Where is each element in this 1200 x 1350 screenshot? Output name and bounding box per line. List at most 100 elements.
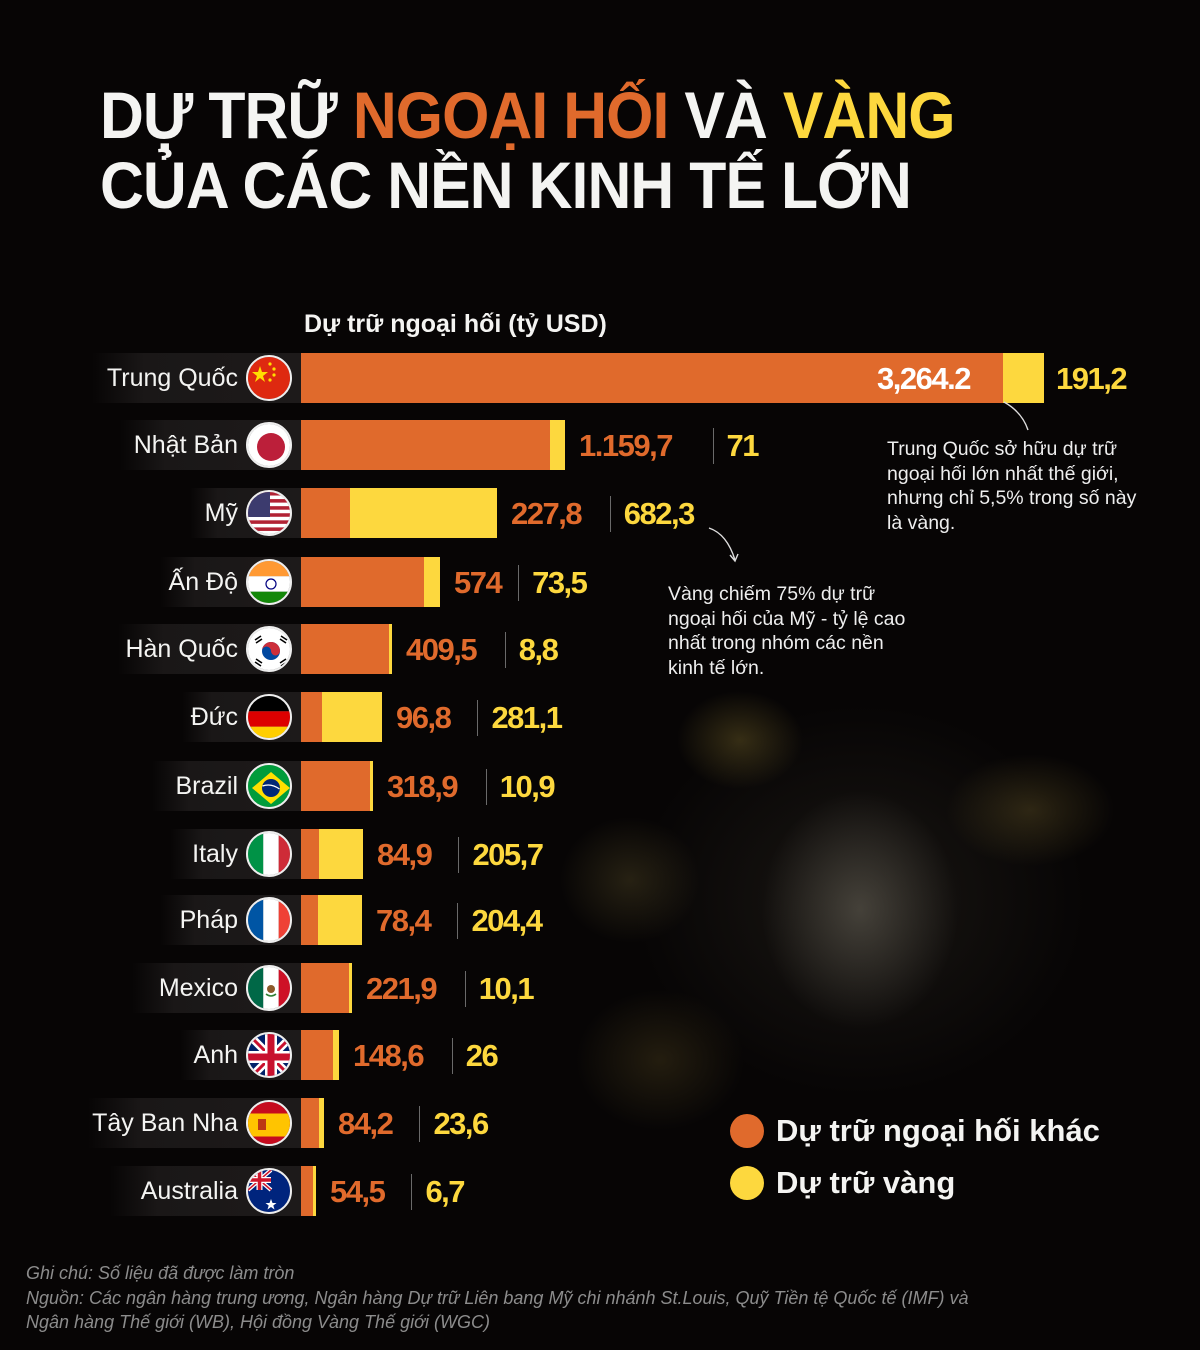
legend-item-forex: Dự trữ ngoại hối khác <box>730 1105 1100 1157</box>
value-forex: 409,5 <box>406 632 478 667</box>
country-label: Đức <box>190 703 238 731</box>
country-label: Trung Quốc <box>106 364 238 392</box>
bar-segment-forex <box>301 761 370 811</box>
chart-row: Anh 148,6 26 <box>0 1030 1200 1080</box>
value-forex: 574 <box>454 565 503 600</box>
bar-segment-gold <box>322 692 382 742</box>
country-label: Mexico <box>158 974 238 1002</box>
value-separator <box>458 837 460 873</box>
bar-segment-forex <box>301 1030 333 1080</box>
annotation-usa: Vàng chiếm 75% dự trữ ngoại hối của Mỹ -… <box>668 583 906 679</box>
value-forex: 84,9 <box>377 837 433 872</box>
bar-segment-forex <box>301 353 1003 403</box>
value-forex: 84,2 <box>338 1106 394 1141</box>
legend-dot-yellow-icon <box>730 1166 764 1200</box>
footer-note: Ghi chú: Số liệu đã được làm tròn <box>26 1263 295 1283</box>
chart-row: Ấn Độ 574 73,5 <box>0 557 1200 607</box>
bar-segment-gold <box>424 557 440 607</box>
bar-segment-gold <box>370 761 373 811</box>
value-gold: 10,1 <box>478 971 535 1006</box>
bar-segment-forex <box>301 1166 313 1216</box>
flag-india-icon <box>246 559 292 605</box>
chart-legend: Dự trữ ngoại hối khác Dự trữ vàng <box>730 1105 1100 1209</box>
chart-row: Hàn Quốc 409,5 8,8 <box>0 624 1200 674</box>
value-separator <box>419 1106 421 1142</box>
value-forex: 148,6 <box>353 1038 425 1073</box>
chart-row: Italy 84,9 205,7 <box>0 829 1200 879</box>
bar-segment-gold <box>1003 353 1044 403</box>
bar-segment-gold <box>350 488 497 538</box>
value-separator <box>464 971 466 1007</box>
bar-segment-gold <box>319 829 363 879</box>
annotation-arrow-usa <box>708 527 739 563</box>
value-gold: 26 <box>465 1038 499 1073</box>
country-label: Pháp <box>179 906 238 934</box>
country-label: Nhật Bản <box>133 431 238 459</box>
chart-row: Mỹ 227,8 682,3 <box>0 488 1200 538</box>
value-separator <box>411 1174 413 1210</box>
annotation-arrow-china <box>1003 401 1029 431</box>
footer-source-line-1: Nguồn: Các ngân hàng trung ương, Ngân hà… <box>26 1287 969 1308</box>
title-line-1: DỰ TRỮ NGOẠI HỐI VÀ VÀNG <box>100 78 956 152</box>
country-label: Hàn Quốc <box>125 635 238 663</box>
value-separator <box>485 769 487 805</box>
value-forex: 221,9 <box>366 971 438 1006</box>
bar-segment-gold <box>349 963 352 1013</box>
bar-segment-gold <box>319 1098 324 1148</box>
chart-row: Australia 54,5 6,7 <box>0 1166 1200 1216</box>
flag-usa-icon <box>246 490 292 536</box>
bar-segment-gold <box>313 1166 316 1216</box>
bar-segment-forex <box>301 624 389 674</box>
title-highlight-forex: NGOẠI HỐI <box>352 78 669 152</box>
background-photo-gold-dollar <box>560 640 1200 1140</box>
flag-germany-icon <box>246 694 292 740</box>
value-separator <box>504 632 506 668</box>
chart-row: Đức 96,8 281,1 <box>0 692 1200 742</box>
value-separator <box>518 565 520 601</box>
value-gold: 205,7 <box>472 837 544 872</box>
flag-france-icon <box>246 897 292 943</box>
flag-brazil-icon <box>246 763 292 809</box>
value-gold: 281,1 <box>491 700 563 735</box>
value-forex: 318,9 <box>387 769 459 804</box>
bar-segment-forex <box>301 557 424 607</box>
value-gold: 6,7 <box>425 1174 465 1209</box>
chart-row: Trung Quốc 3,264.2 191,2 <box>0 353 1200 403</box>
title-highlight-gold: VÀNG <box>782 78 956 152</box>
value-separator <box>609 496 611 532</box>
flag-australia-icon <box>246 1168 292 1214</box>
country-label: Tây Ban Nha <box>92 1109 238 1137</box>
value-separator <box>477 700 479 736</box>
bar-segment-forex <box>301 420 550 470</box>
flag-mexico-icon <box>246 965 292 1011</box>
value-separator <box>457 903 459 939</box>
chart-row: Brazil 318,9 10,9 <box>0 761 1200 811</box>
flag-uk-icon <box>246 1032 292 1078</box>
country-label: Mỹ <box>204 499 238 527</box>
chart-row: Nhật Bản 1.159,7 71 <box>0 420 1200 470</box>
chart-row: Tây Ban Nha 84,2 23,6 <box>0 1098 1200 1148</box>
flag-spain-icon <box>246 1100 292 1146</box>
value-forex: 96,8 <box>396 700 452 735</box>
flag-italy-icon <box>246 831 292 877</box>
value-gold: 8,8 <box>518 632 559 667</box>
bar-segment-gold <box>333 1030 339 1080</box>
legend-dot-orange-icon <box>730 1114 764 1148</box>
flag-korea-icon <box>246 626 292 672</box>
value-gold: 204,4 <box>471 903 543 938</box>
title-line-2: CỦA CÁC NỀN KINH TẾ LỚN <box>100 148 912 222</box>
value-gold: 191,2 <box>1056 361 1128 396</box>
page-title: DỰ TRỮ NGOẠI HỐI VÀ VÀNG CỦA CÁC NỀN KIN… <box>100 80 955 220</box>
value-forex: 1.159,7 <box>579 428 673 463</box>
country-label: Ấn Độ <box>168 568 238 596</box>
annotation-china: Trung Quốc sở hữu dự trữ ngoại hối lớn n… <box>887 438 1137 534</box>
chart-subtitle: Dự trữ ngoại hối (tỷ USD) <box>304 310 607 338</box>
bar-segment-forex <box>301 829 319 879</box>
value-forex: 78,4 <box>376 903 432 938</box>
value-forex: 54,5 <box>330 1174 386 1209</box>
bar-segment-forex <box>301 895 318 945</box>
country-label: Australia <box>140 1177 238 1205</box>
bar-segment-forex <box>301 963 349 1013</box>
value-separator <box>451 1038 453 1074</box>
country-label: Brazil <box>175 772 238 800</box>
